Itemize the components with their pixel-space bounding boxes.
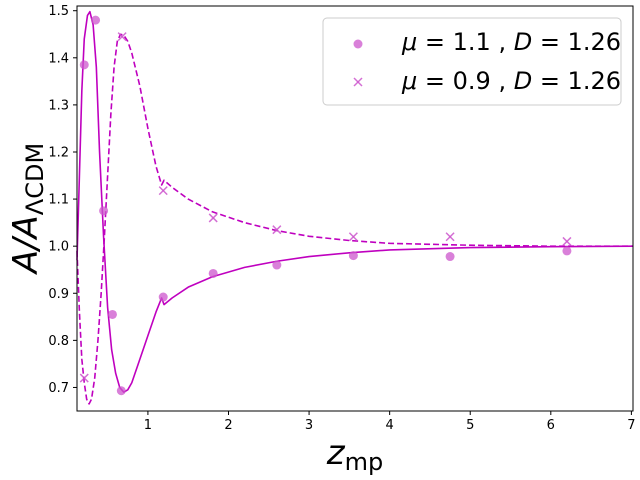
- x-tick-label: 1: [144, 418, 152, 433]
- x-tick-label: 3: [305, 418, 313, 433]
- x-tick-label: 7: [627, 418, 635, 433]
- y-tick-label: 1.0: [48, 240, 69, 255]
- legend-marker-x: [353, 77, 363, 87]
- series-1-point: [348, 251, 358, 261]
- series-2-point: [562, 236, 572, 246]
- y-tick-label: 0.9: [48, 287, 69, 302]
- y-tick-label: 0.7: [48, 381, 69, 396]
- y-tick-label: 1.4: [48, 51, 69, 66]
- x-tick-label: 2: [224, 418, 232, 433]
- x-axis: 1 2 3 4 5 6 7: [144, 411, 636, 433]
- series-1-point: [272, 260, 282, 270]
- x-axis-label: zmp: [326, 433, 383, 476]
- x-tick-label: 5: [466, 418, 474, 433]
- y-axis: 0.7 0.8 0.9 1.0 1.1 1.2 1.3 1.4 1.5: [48, 4, 77, 396]
- series-1-point: [79, 60, 89, 70]
- series-1-point: [107, 309, 117, 319]
- y-axis-label: A/AΛCDM: [6, 143, 49, 275]
- y-tick-label: 1.2: [48, 145, 69, 160]
- legend-box: [322, 17, 622, 106]
- series-1-curve: [76, 10, 634, 393]
- series-1-point: [91, 15, 101, 25]
- series-2-point: [117, 32, 127, 42]
- y-tick-label: 1.5: [48, 4, 69, 19]
- series-2-point: [445, 232, 455, 242]
- legend-label-series-1: μ = 1.1 , D = 1.26: [401, 28, 621, 56]
- legend-label-series-2: μ = 0.9 , D = 1.26: [401, 67, 621, 95]
- series-1-point: [445, 252, 455, 262]
- y-tick-label: 1.1: [48, 193, 69, 208]
- series-1-point: [562, 246, 572, 256]
- series-2-curve: [76, 33, 633, 405]
- x-tick-label: 4: [386, 418, 394, 433]
- series-1-point: [208, 268, 218, 278]
- series-1-point: [99, 206, 109, 216]
- legend: μ = 1.1 , D = 1.26 μ = 0.9 , D = 1.26: [322, 17, 622, 106]
- series-2-point: [272, 225, 282, 235]
- legend-marker-circle: [353, 39, 363, 49]
- series-1-point: [116, 386, 126, 396]
- x-tick-label: 6: [547, 418, 555, 433]
- y-tick-label: 0.8: [48, 334, 69, 349]
- y-tick-label: 1.3: [48, 98, 69, 113]
- series-2-point: [158, 186, 168, 196]
- series-2-point: [208, 213, 218, 223]
- marker-layer: [79, 15, 572, 396]
- series-2-point: [79, 373, 89, 383]
- series-2-point: [348, 232, 358, 242]
- plot-frame: [76, 5, 634, 412]
- series-1-point: [158, 292, 168, 302]
- curve-layer: [76, 10, 634, 405]
